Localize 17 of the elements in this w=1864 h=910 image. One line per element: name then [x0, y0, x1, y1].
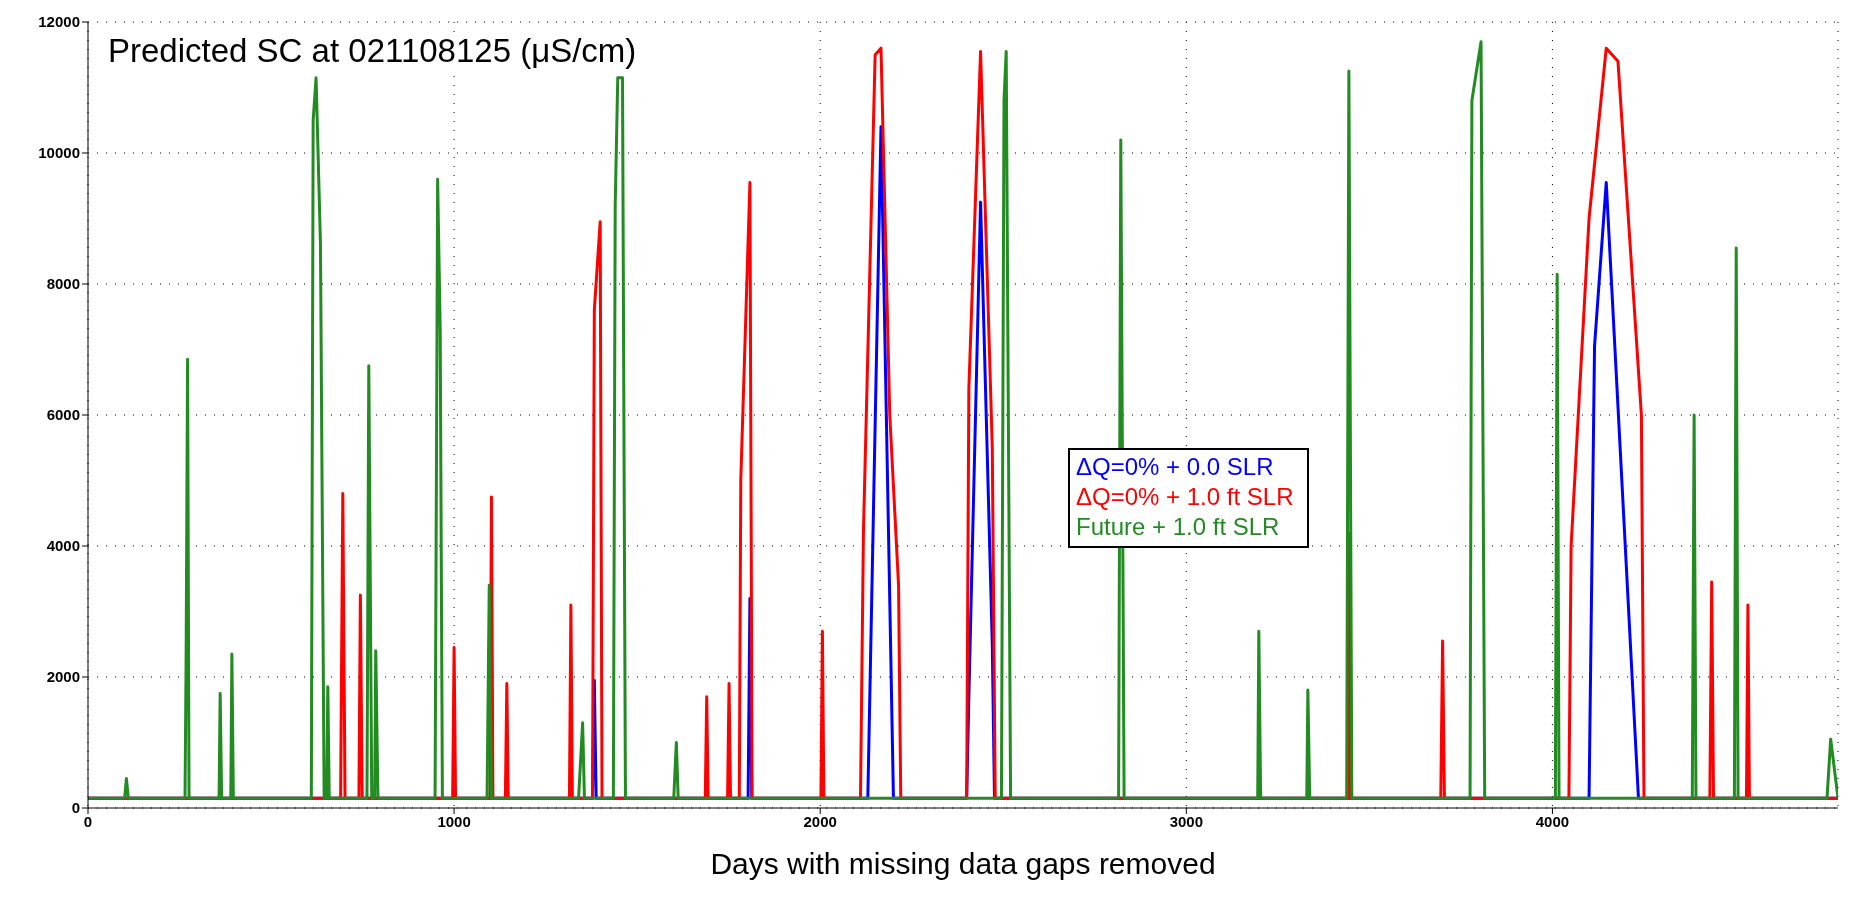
x-tick-label: 2000: [803, 812, 837, 830]
chart-title: Predicted SC at 021108125 (μS/cm): [108, 32, 637, 70]
text: ΔQ=0% + 1.0 ft SLR: [1076, 482, 1294, 512]
x-tick-label: 4000: [1535, 812, 1570, 830]
x-tick-label: 3000: [1169, 812, 1204, 830]
y-tick-label: 10000: [38, 144, 80, 162]
text: ΔQ=0% + 0.0 SLR: [1076, 452, 1275, 482]
x-tick-label: 1000: [437, 812, 471, 830]
y-tick-label: 12000: [38, 13, 80, 31]
x-tick-label: 0: [83, 812, 93, 830]
y-tick-label: 0: [71, 799, 80, 817]
x-axis-title: Days with missing data gaps removed: [710, 847, 1216, 880]
y-tick-label: 2000: [46, 668, 80, 686]
y-tick-label: 8000: [46, 275, 80, 293]
y-tick-label: 4000: [46, 537, 80, 555]
y-tick-label: 6000: [46, 406, 80, 424]
series-label: Future + 1.0 ft SLR: [1076, 512, 1281, 542]
